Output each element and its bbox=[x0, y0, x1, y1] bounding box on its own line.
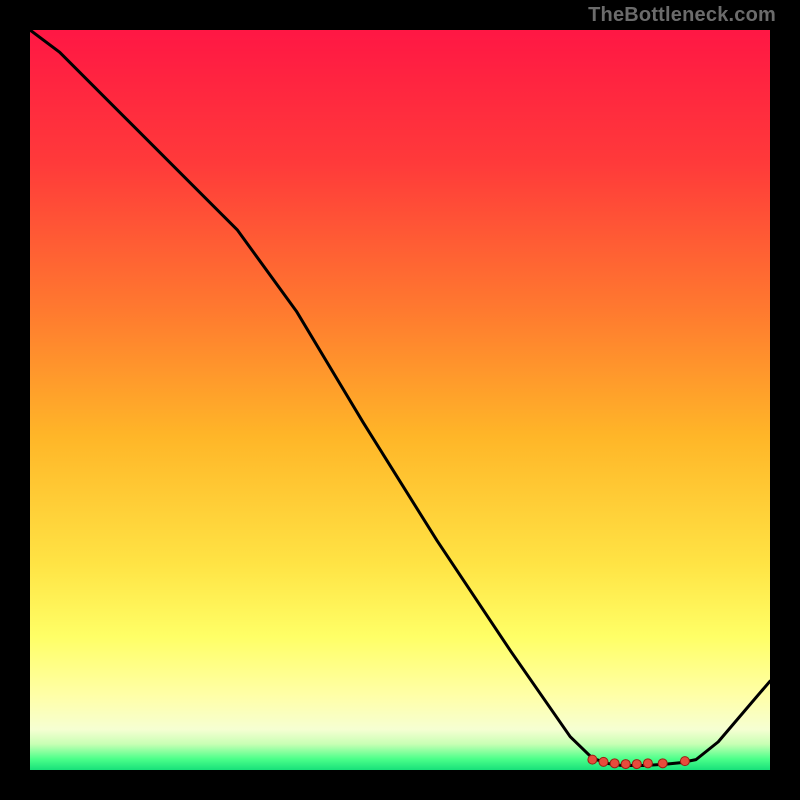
marker-point bbox=[588, 755, 597, 764]
marker-point bbox=[599, 757, 608, 766]
marker-point bbox=[658, 759, 667, 768]
marker-point bbox=[621, 760, 630, 769]
watermark-text: TheBottleneck.com bbox=[588, 4, 776, 27]
chart-root: TheBottleneck.com bbox=[0, 0, 800, 800]
plot-overlay bbox=[30, 30, 770, 770]
marker-point bbox=[632, 760, 641, 769]
marker-point bbox=[643, 759, 652, 768]
marker-point bbox=[610, 759, 619, 768]
marker-point bbox=[680, 757, 689, 766]
plot-area bbox=[30, 30, 770, 770]
series-line bbox=[30, 30, 770, 766]
